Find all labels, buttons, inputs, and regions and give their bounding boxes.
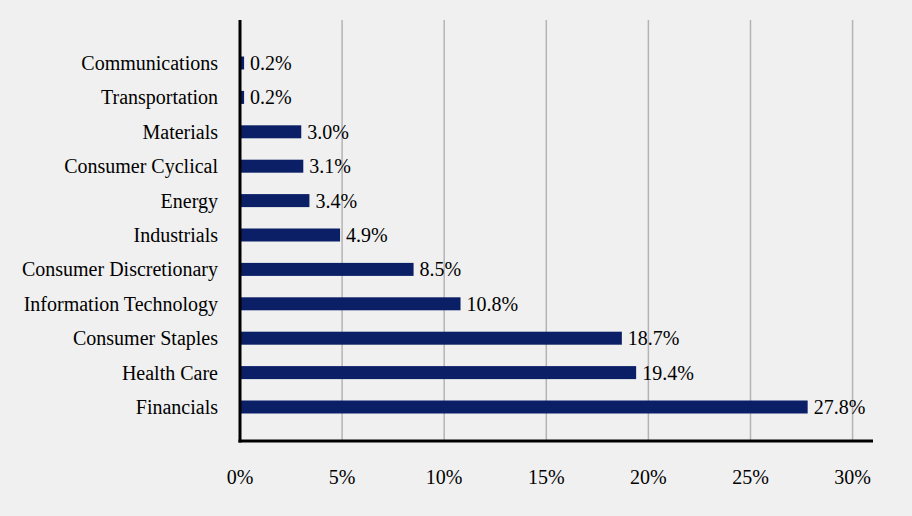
category-label: Consumer Staples: [73, 327, 218, 350]
background: [0, 0, 912, 516]
category-label: Consumer Cyclical: [64, 155, 218, 178]
data-label: 3.4%: [315, 190, 357, 212]
category-label: Financials: [136, 396, 218, 418]
data-label: 3.1%: [309, 155, 351, 177]
data-label: 27.8%: [814, 396, 866, 418]
category-label: Materials: [142, 121, 218, 143]
category-label: Transportation: [101, 86, 218, 109]
tick-label: 20%: [630, 466, 667, 488]
bar: [240, 194, 309, 207]
tick-label: 15%: [528, 466, 565, 488]
category-label: Industrials: [134, 224, 219, 246]
data-label: 4.9%: [346, 224, 388, 246]
category-label: Information Technology: [24, 293, 218, 316]
data-label: 8.5%: [420, 258, 462, 280]
data-label: 19.4%: [642, 362, 694, 384]
bar: [240, 401, 808, 414]
tick-label: 5%: [329, 466, 356, 488]
category-label: Health Care: [122, 362, 218, 384]
category-label: Communications: [81, 52, 218, 74]
bar: [240, 125, 301, 138]
grid-line: [750, 20, 752, 441]
data-label: 10.8%: [467, 293, 519, 315]
bars: [240, 57, 808, 414]
tick-label: 25%: [732, 466, 769, 488]
data-label: 0.2%: [250, 86, 292, 108]
bar: [240, 229, 340, 242]
y-axis: [239, 20, 242, 443]
bar: [240, 160, 303, 173]
tick-label: 10%: [426, 466, 463, 488]
data-label: 18.7%: [628, 327, 680, 349]
x-axis: [239, 440, 874, 443]
category-label: Energy: [161, 190, 218, 213]
bar: [240, 332, 622, 345]
data-label: 0.2%: [250, 52, 292, 74]
category-label: Consumer Discretionary: [22, 258, 218, 281]
bar: [240, 297, 461, 310]
tick-label: 30%: [834, 466, 871, 488]
data-label: 3.0%: [307, 121, 349, 143]
grid-line: [852, 20, 854, 441]
bar: [240, 366, 636, 379]
bar: [240, 263, 414, 276]
chart: 0% 5% 10% 15% 20% 25% 30% 0.2% 0.2% 3.0% 3.1% 3.4% 4…: [0, 0, 912, 516]
tick-label: 0%: [227, 466, 254, 488]
